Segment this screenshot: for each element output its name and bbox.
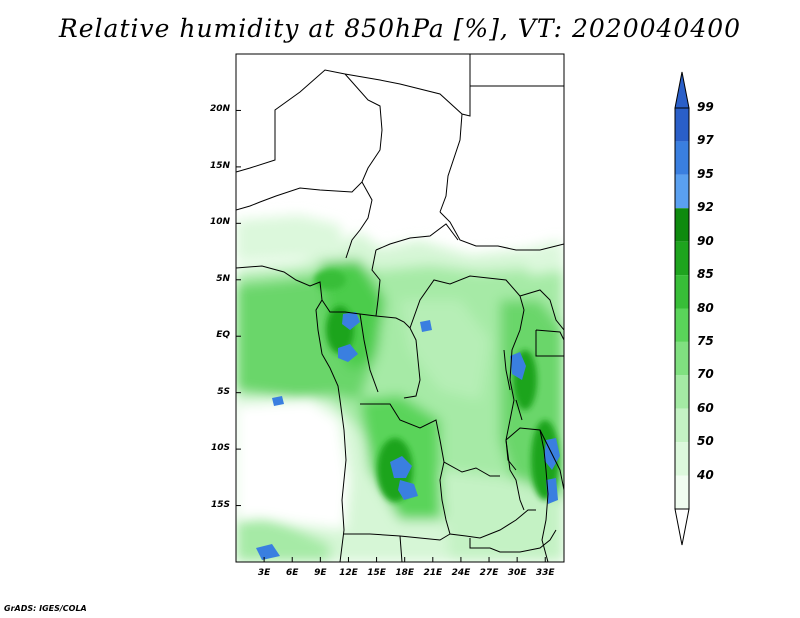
colorbar-bottom-arrow [674,508,690,546]
lon-label: 18E [395,568,415,578]
lon-label: 33E [535,568,555,578]
colorbar-label: 95 [697,166,714,181]
lat-label: EQ [216,330,230,341]
colorbar-label: 92 [697,200,714,215]
lat-label: 10S [210,443,230,454]
country-borders [236,54,564,562]
lat-label: 5N [216,273,230,284]
lon-label: 27E [479,568,499,578]
colorbar-segment [675,375,689,409]
lat-label: 15S [210,499,230,510]
colorbar-segment [675,241,689,276]
colorbar-label: 70 [697,367,714,382]
lat-label: 10N [209,217,230,228]
colorbar-segment [675,141,689,175]
colorbar-segment [675,174,689,209]
colorbar-label: 99 [697,100,714,114]
colorbar-segment [675,208,689,242]
lon-label: 9E [314,568,327,578]
colorbar-top-arrow [674,71,690,109]
colorbar-label: 60 [697,400,714,415]
colorbar-label: 80 [697,300,714,315]
colorbar-label: 40 [697,467,714,482]
colorbar-label: 90 [697,233,714,248]
colorbar-segment [675,308,689,342]
lat-label: 20N [209,104,230,115]
colorbar-segment [675,108,689,142]
humidity-field [236,54,564,562]
colorbar-segment [675,475,689,509]
axis-ticks [236,109,546,562]
colorbar-label: 75 [697,333,714,348]
colorbar-segment [675,408,689,443]
lat-label: 15N [209,160,230,171]
lon-label: 6E [286,568,299,578]
colorbar-outline [674,107,690,510]
lon-label: 24E [451,568,471,578]
lat-label: 5S [217,386,230,397]
lon-label: 15E [367,568,386,578]
colorbar-segment [675,442,689,476]
colorbar-label: 97 [697,133,714,148]
lon-label: 21E [423,568,443,578]
colorbar [674,71,690,546]
lon-label: 12E [339,568,358,578]
map-frame [235,53,565,563]
lon-label: 3E [257,568,271,578]
grads-credit: GrADS: IGES/COLA [4,604,87,613]
colorbar-label: 85 [697,267,714,282]
lon-label: 30E [507,568,527,578]
colorbar-segment [675,275,689,309]
colorbar-label: 50 [697,434,714,449]
colorbar-segment [675,341,689,376]
map-title: Relative humidity at 850hPa [%], VT: 202… [58,14,742,43]
